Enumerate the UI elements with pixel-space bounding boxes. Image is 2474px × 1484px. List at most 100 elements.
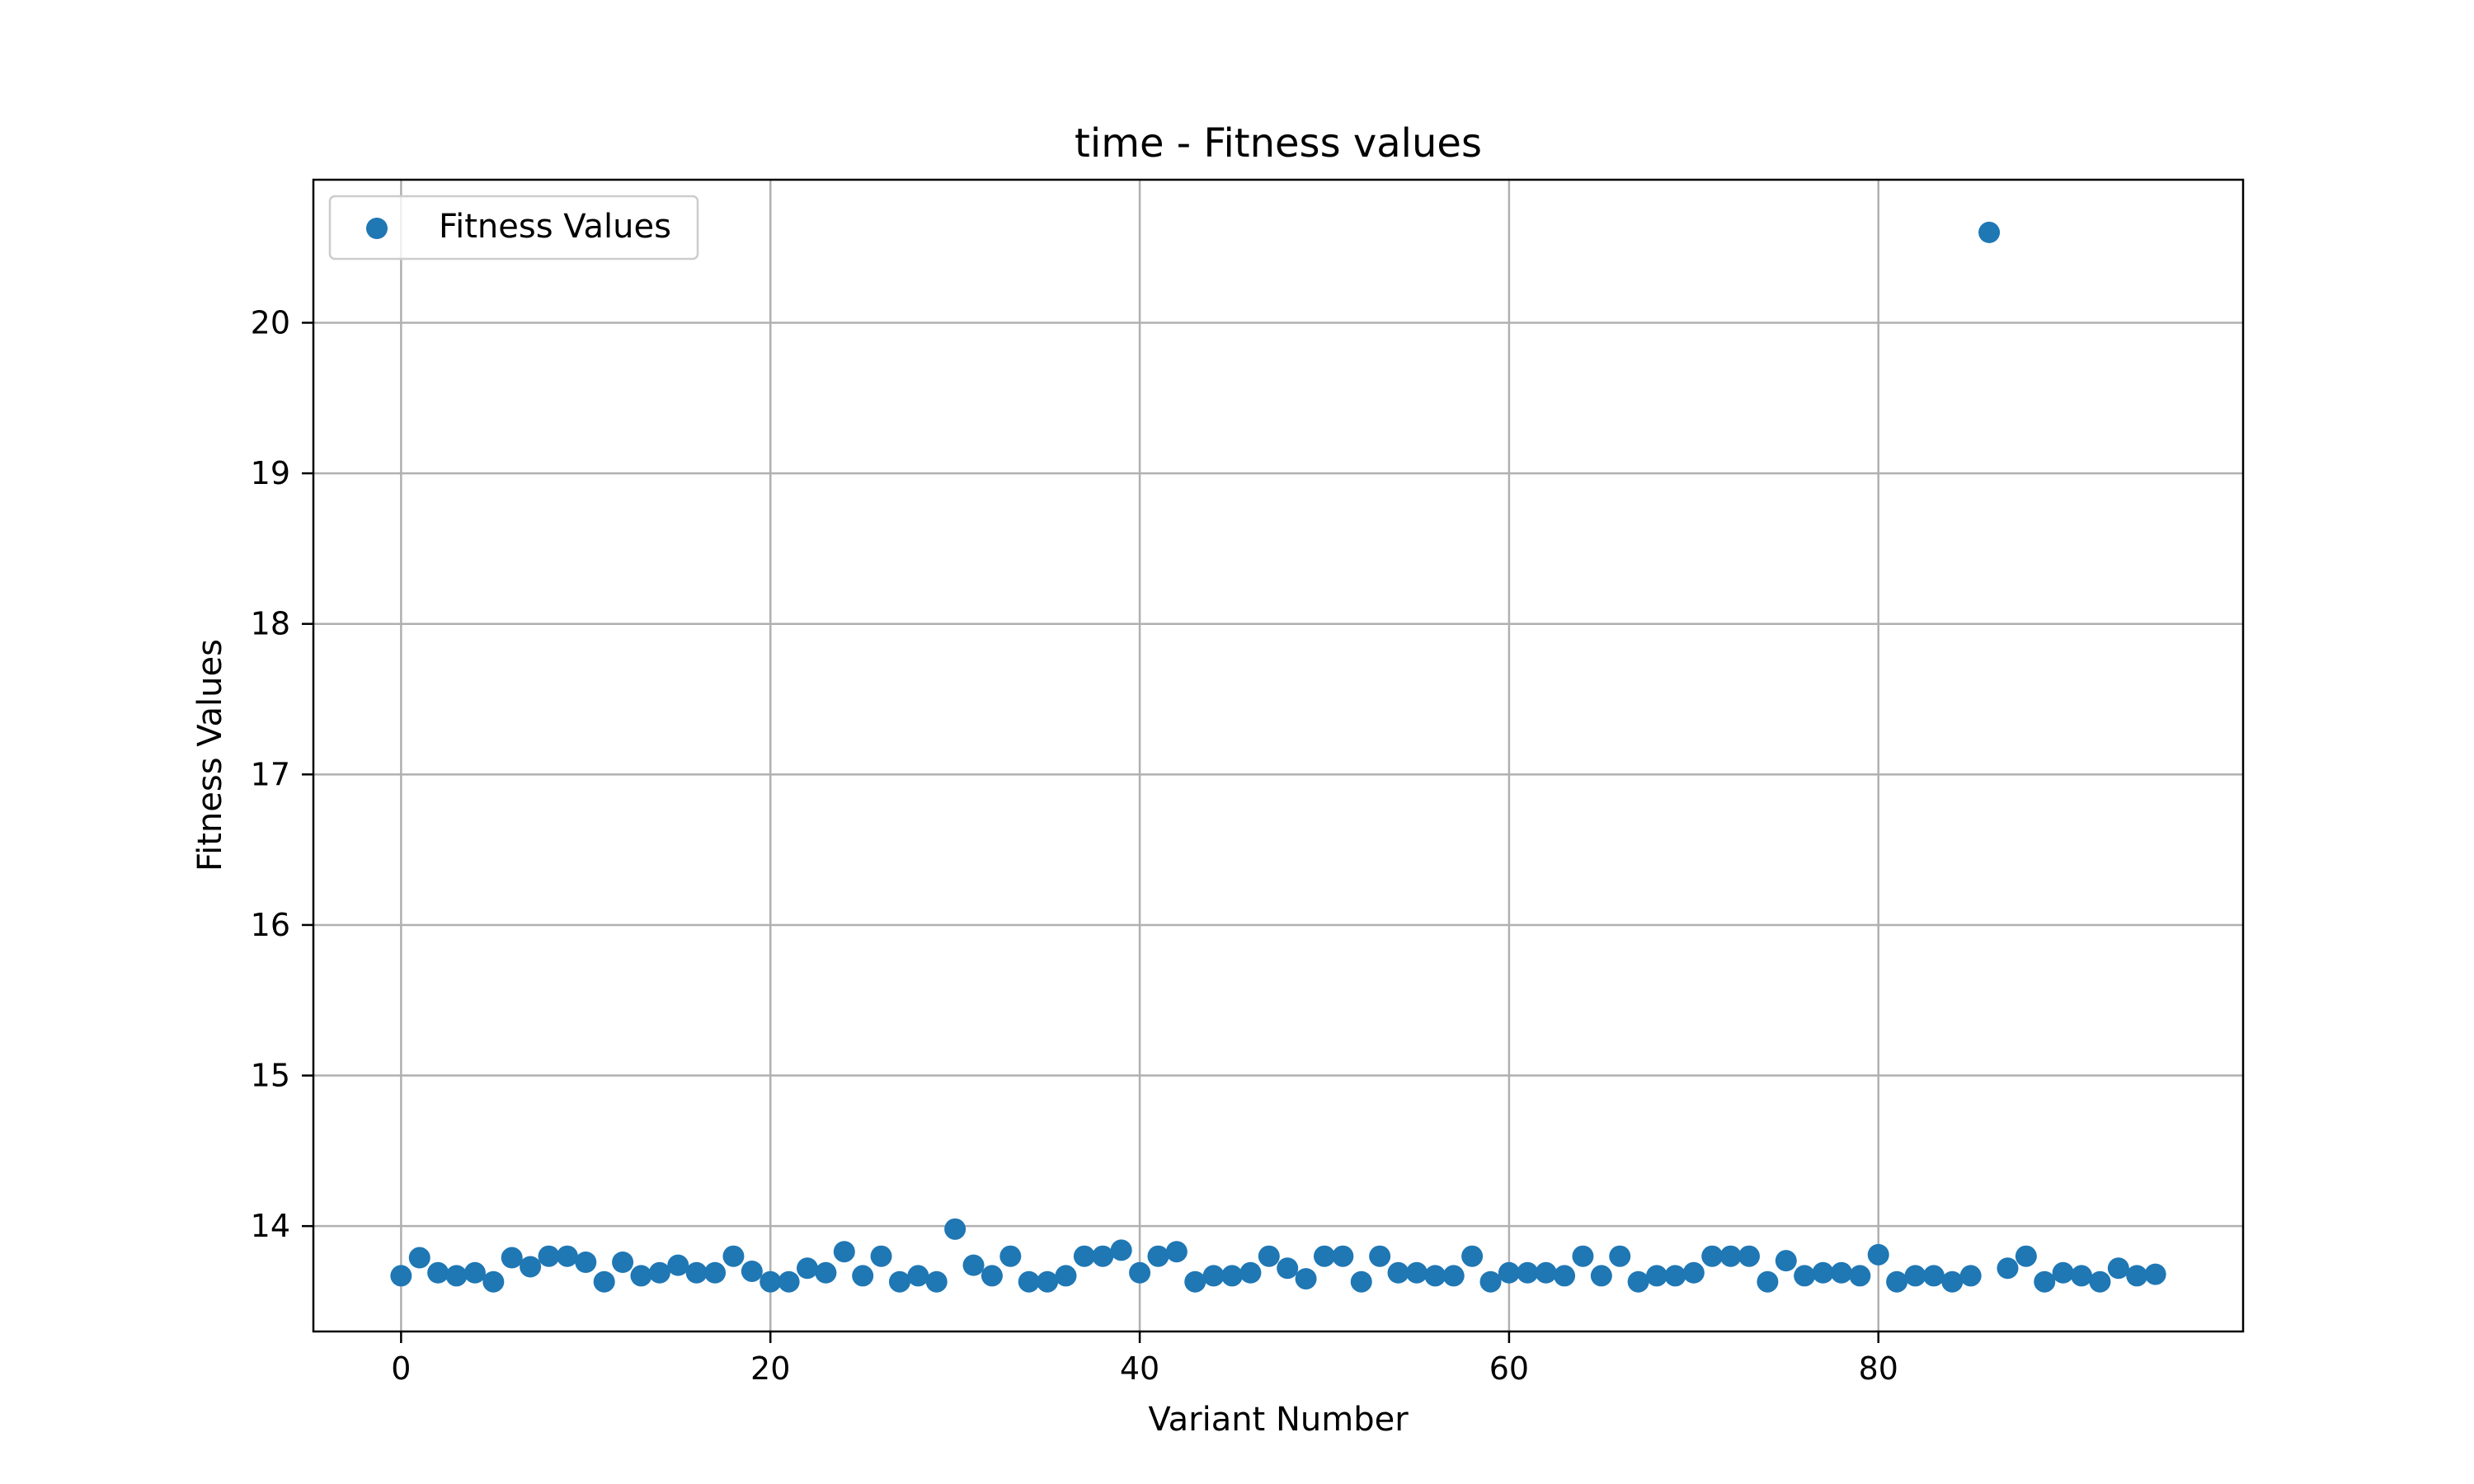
data-point <box>501 1247 523 1269</box>
data-point <box>1147 1245 1169 1267</box>
data-point <box>1350 1270 1372 1293</box>
data-point <box>741 1260 763 1282</box>
data-point <box>482 1270 505 1293</box>
data-point <box>907 1265 929 1287</box>
data-point <box>2034 1270 2056 1293</box>
data-point <box>408 1247 430 1269</box>
data-point <box>463 1261 486 1284</box>
data-point <box>1757 1270 1779 1293</box>
data-point <box>1886 1270 1908 1293</box>
data-point <box>1959 1265 1982 1287</box>
data-point <box>1073 1245 1095 1267</box>
data-point <box>981 1265 1003 1287</box>
data-point <box>1184 1270 1206 1293</box>
data-point <box>2144 1263 2166 1285</box>
legend-box <box>328 195 699 261</box>
data-point <box>704 1261 727 1284</box>
data-point <box>1295 1268 1317 1290</box>
data-point <box>796 1257 818 1280</box>
data-point <box>1092 1245 1114 1267</box>
data-point <box>538 1245 560 1267</box>
data-point <box>888 1270 910 1293</box>
data-point <box>1682 1261 1705 1284</box>
data-point <box>1941 1270 1964 1293</box>
data-point <box>1978 221 2001 243</box>
data-point <box>1277 1257 1299 1280</box>
data-point <box>1609 1245 1631 1267</box>
data-point <box>612 1251 634 1273</box>
data-point <box>1110 1239 1132 1261</box>
data-point <box>1775 1250 1797 1272</box>
data-point <box>575 1251 597 1273</box>
data-point <box>390 1265 412 1287</box>
data-point <box>1517 1261 1539 1284</box>
data-point <box>2052 1261 2074 1284</box>
plot-frame <box>312 178 2245 1333</box>
data-point <box>1424 1265 1446 1287</box>
data-point <box>630 1265 652 1287</box>
data-point <box>520 1256 542 1278</box>
data-point <box>1812 1261 1834 1284</box>
data-point <box>1904 1265 1926 1287</box>
data-point <box>1535 1261 1557 1284</box>
data-point <box>1997 1257 2019 1280</box>
data-point <box>1554 1265 1576 1287</box>
data-point <box>870 1245 892 1267</box>
data-point <box>1332 1245 1354 1267</box>
data-point <box>1405 1261 1427 1284</box>
y-tick-label: 15 <box>251 1058 290 1094</box>
data-point <box>1018 1270 1040 1293</box>
legend-label: Fitness Values <box>439 208 671 246</box>
data-point <box>2107 1257 2129 1280</box>
data-point <box>999 1245 1022 1267</box>
data-point <box>648 1261 670 1284</box>
data-point <box>1867 1243 1889 1266</box>
data-point <box>2126 1265 2148 1287</box>
data-point <box>1369 1245 1391 1267</box>
data-point <box>1202 1265 1225 1287</box>
data-point <box>962 1254 985 1276</box>
data-point <box>1129 1261 1151 1284</box>
data-point <box>1794 1265 1816 1287</box>
data-point <box>1701 1245 1724 1267</box>
x-tick-label: 20 <box>750 1350 790 1387</box>
y-tick-label: 16 <box>251 907 290 943</box>
data-point <box>1055 1265 1077 1287</box>
data-point <box>722 1245 745 1267</box>
y-tick-label: 20 <box>251 304 290 340</box>
data-point <box>1037 1270 1059 1293</box>
data-point <box>1719 1245 1742 1267</box>
data-point <box>1830 1261 1852 1284</box>
data-point <box>1664 1265 1686 1287</box>
data-point <box>1461 1245 1484 1267</box>
data-point <box>1498 1261 1520 1284</box>
data-point <box>1221 1265 1244 1287</box>
data-point <box>445 1265 468 1287</box>
data-point <box>1479 1270 1502 1293</box>
legend: Fitness Values <box>328 195 699 261</box>
grid <box>313 180 2243 1331</box>
data-point <box>2089 1270 2111 1293</box>
data-point <box>925 1270 948 1293</box>
data-point <box>685 1261 708 1284</box>
y-tick-label: 18 <box>251 606 290 642</box>
data-point <box>852 1265 874 1287</box>
data-point <box>778 1270 800 1293</box>
x-tick-label: 40 <box>1120 1350 1159 1387</box>
chart-title: time - Fitness values <box>1075 120 1482 167</box>
data-point <box>2015 1245 2037 1267</box>
y-tick-label: 14 <box>251 1208 290 1244</box>
data-point <box>1590 1265 1612 1287</box>
data-points <box>390 221 2166 1293</box>
x-tick-label: 60 <box>1489 1350 1529 1387</box>
data-point <box>944 1218 967 1240</box>
y-tick-label: 17 <box>251 756 290 792</box>
x-axis-label: Variant Number <box>1148 1401 1409 1439</box>
data-point <box>1849 1265 1871 1287</box>
data-point <box>1738 1245 1761 1267</box>
data-point <box>1627 1270 1649 1293</box>
data-point <box>1313 1245 1335 1267</box>
data-point <box>593 1270 615 1293</box>
